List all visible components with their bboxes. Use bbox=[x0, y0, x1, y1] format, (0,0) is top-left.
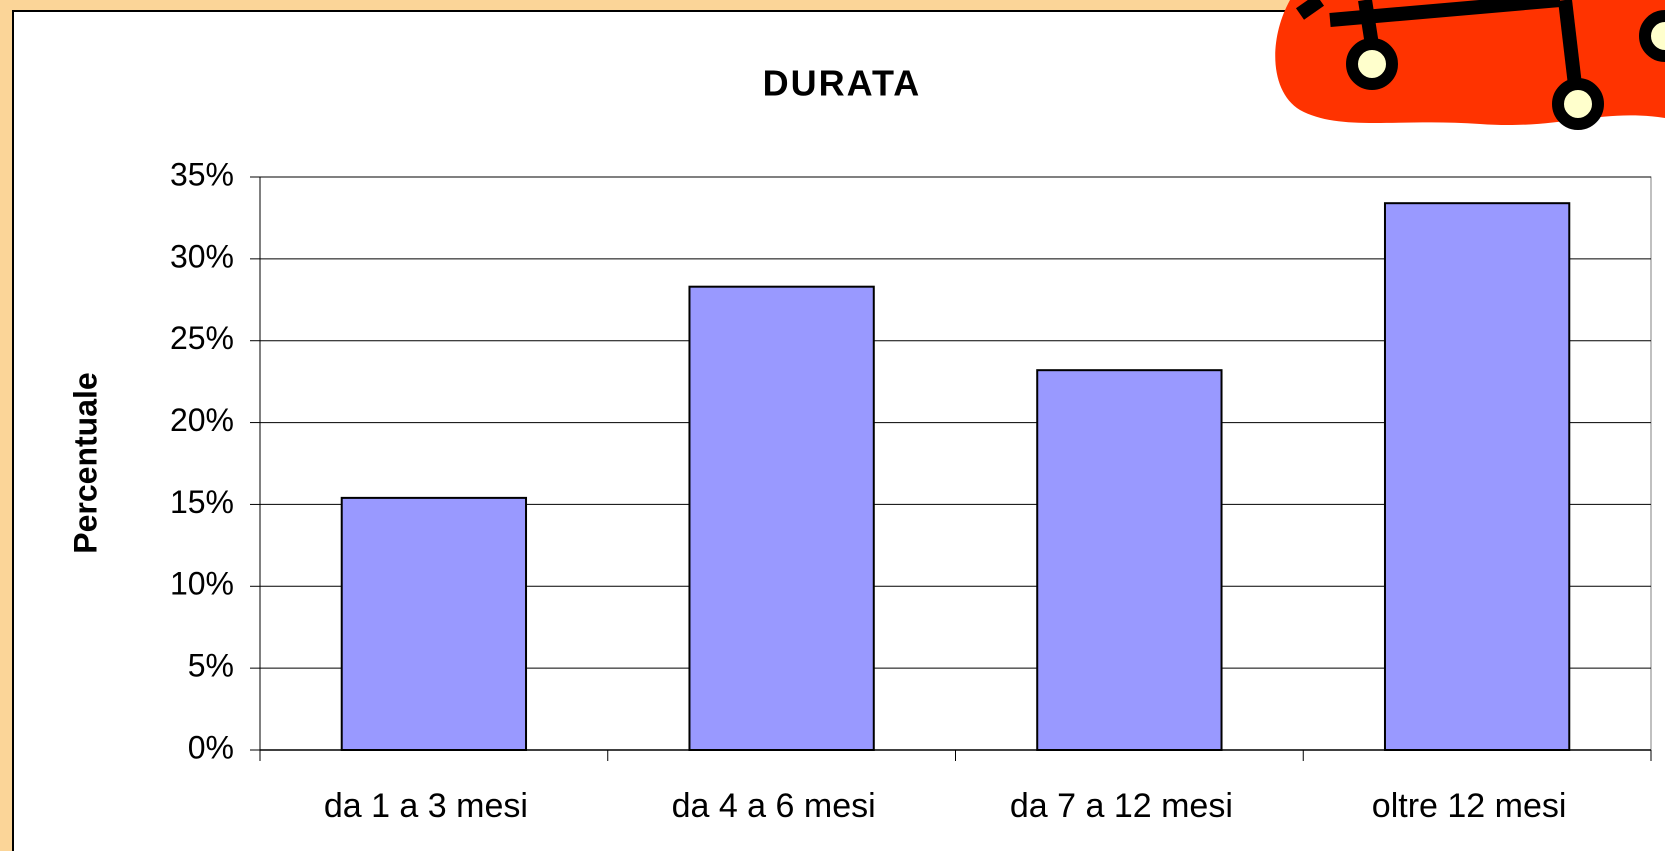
bar bbox=[1036, 369, 1223, 751]
chart-title: DURATA bbox=[763, 63, 922, 104]
y-tick-label: 0% bbox=[188, 729, 234, 765]
x-tick-label: da 7 a 12 mesi bbox=[1010, 787, 1233, 825]
y-tick-label: 10% bbox=[170, 566, 234, 602]
x-tick-label: da 1 a 3 mesi bbox=[324, 787, 528, 825]
x-tick-label: oltre 12 mesi bbox=[1372, 787, 1567, 825]
y-tick-label: 25% bbox=[170, 320, 234, 356]
bar bbox=[1383, 202, 1571, 752]
y-tick-label: 35% bbox=[170, 156, 234, 192]
y-tick-label: 15% bbox=[170, 484, 234, 520]
y-tick-label: 5% bbox=[188, 648, 234, 684]
y-tick-label: 20% bbox=[170, 402, 234, 438]
y-axis-label: Percentuale bbox=[67, 372, 103, 553]
cart-decoration bbox=[1275, 0, 1665, 130]
y-tick-label: 30% bbox=[170, 238, 234, 274]
bar bbox=[340, 496, 528, 751]
x-tick-label: da 4 a 6 mesi bbox=[672, 787, 876, 825]
bar bbox=[688, 285, 875, 751]
